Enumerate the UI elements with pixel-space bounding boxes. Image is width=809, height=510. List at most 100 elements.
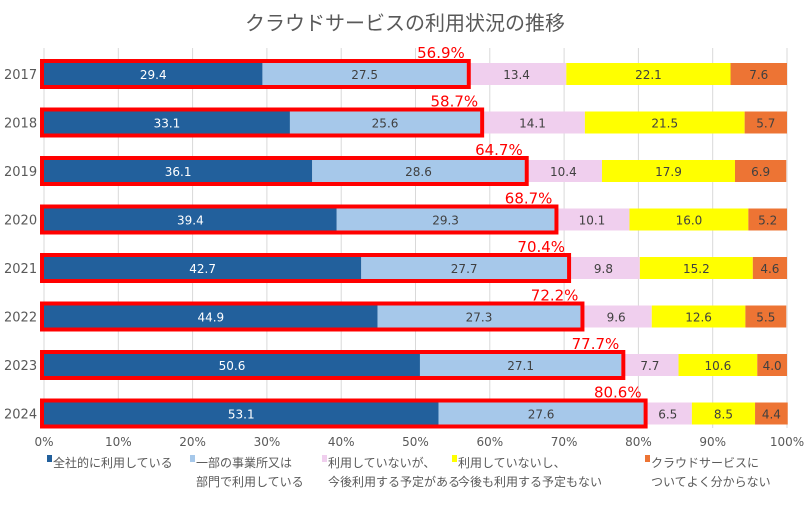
bar-segment	[554, 208, 630, 231]
bar-segment	[621, 354, 679, 376]
data-label: 10.1	[579, 214, 606, 228]
bar-segment	[44, 111, 290, 134]
bar-segment	[601, 160, 735, 182]
bar-segment	[678, 354, 758, 376]
bar-segment	[629, 208, 749, 231]
data-label: 27.6	[528, 408, 555, 422]
data-label: 4.0	[763, 359, 782, 373]
data-label: 53.1	[228, 408, 255, 422]
data-label: 5.2	[758, 214, 777, 228]
bar-segment	[580, 305, 652, 328]
legend-label: 今後利用する予定がある	[328, 474, 460, 489]
legend-label: 部門で利用している	[196, 474, 304, 489]
bar-segment	[651, 305, 746, 328]
bar-segment	[262, 63, 467, 85]
highlight-box	[40, 59, 471, 89]
data-label: 9.6	[607, 311, 626, 325]
data-label: 17.9	[655, 165, 682, 179]
highlight-box	[40, 398, 648, 429]
y-tick-label: 2018	[4, 117, 37, 132]
bar-segment	[336, 208, 555, 231]
x-tick-label: 20%	[179, 435, 206, 449]
x-tick-label: 80%	[625, 435, 652, 449]
bar-segment	[44, 208, 337, 231]
data-label: 29.4	[140, 68, 167, 82]
data-label: 15.2	[683, 262, 710, 276]
bar-segment	[566, 63, 731, 85]
y-tick-label: 2022	[4, 311, 37, 326]
total-label: 56.9%	[417, 44, 465, 62]
highlight-box	[40, 204, 559, 235]
legend-item: 利用していないし、今後も利用する予定もない	[452, 455, 602, 489]
legend-swatch	[452, 455, 457, 462]
y-tick-label: 2021	[4, 262, 37, 277]
data-label: 27.1	[507, 359, 534, 373]
chart-title: クラウドサービスの利用状況の推移	[245, 11, 565, 35]
bar-segment	[44, 63, 263, 85]
data-label: 22.1	[635, 68, 662, 82]
data-label: 4.6	[760, 262, 779, 276]
y-tick-label: 2024	[4, 408, 37, 423]
data-label: 39.4	[177, 214, 204, 228]
legend-label: 一部の事業所又は	[196, 455, 292, 470]
data-label: 10.4	[550, 165, 577, 179]
data-label: 13.4	[503, 68, 530, 82]
bar-segment	[44, 354, 420, 376]
legend-label: ついてよく分からない	[651, 475, 771, 489]
legend-swatch	[190, 455, 195, 462]
legend-item: 全社的に利用している	[47, 455, 173, 470]
bar-segment	[691, 402, 756, 425]
x-tick-label: 100%	[770, 435, 804, 449]
x-tick-label: 60%	[476, 435, 503, 449]
data-label: 5.5	[756, 311, 775, 325]
bar-segment	[752, 257, 787, 279]
data-label: 28.6	[405, 165, 432, 179]
total-label: 70.4%	[517, 238, 565, 256]
data-label: 14.1	[519, 117, 546, 131]
y-tick-label: 2020	[4, 214, 37, 229]
bar-segment	[44, 305, 378, 328]
highlight-box	[40, 350, 626, 380]
x-tick-label: 50%	[402, 435, 429, 449]
highlight-box	[40, 156, 529, 186]
legend-item: 利用していないが、今後利用する予定がある	[322, 455, 460, 489]
bar-segment	[734, 160, 787, 182]
x-tick-label: 40%	[328, 435, 355, 449]
bar-segment	[757, 354, 787, 376]
data-label: 29.3	[432, 214, 459, 228]
data-label: 12.6	[685, 311, 712, 325]
highlight-box	[40, 301, 585, 332]
total-label: 77.7%	[572, 335, 620, 353]
bar-segment	[524, 160, 602, 182]
y-tick-label: 2023	[4, 359, 37, 374]
data-label: 7.6	[749, 68, 768, 82]
bar-segment	[438, 402, 644, 425]
data-label: 5.7	[756, 117, 775, 131]
data-label: 36.1	[165, 165, 192, 179]
bar-segment	[44, 402, 439, 425]
total-label: 64.7%	[475, 141, 523, 159]
total-label: 80.6%	[594, 384, 642, 402]
legend-swatch	[47, 455, 52, 462]
bar-segment	[745, 305, 787, 328]
x-tick-label: 0%	[34, 435, 53, 449]
total-label: 58.7%	[430, 93, 478, 111]
total-label: 68.7%	[505, 190, 553, 208]
bar-segment	[730, 63, 787, 85]
bar-segment	[466, 63, 567, 85]
bar-segment	[639, 257, 753, 279]
legend-label: 利用していないが、	[328, 455, 435, 470]
data-label: 44.9	[197, 311, 224, 325]
data-label: 4.4	[762, 408, 781, 422]
bar-segment	[312, 160, 525, 182]
legend-label: 全社的に利用している	[53, 455, 173, 470]
data-label: 9.8	[594, 262, 613, 276]
x-tick-label: 30%	[254, 435, 281, 449]
y-tick-label: 2019	[4, 165, 37, 180]
x-tick-label: 70%	[551, 435, 578, 449]
data-label: 50.6	[219, 359, 246, 373]
y-tick-label: 2017	[4, 68, 37, 83]
data-label: 27.3	[466, 311, 493, 325]
